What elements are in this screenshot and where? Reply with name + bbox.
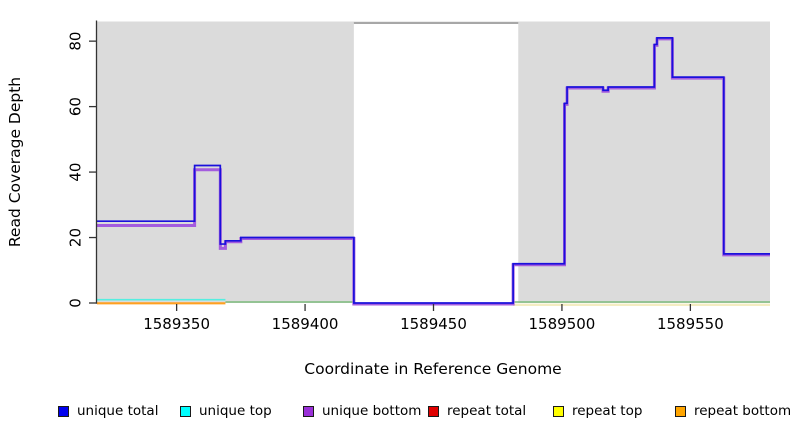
x-tick-label: 1589400	[272, 315, 339, 333]
legend-label: repeat top	[572, 403, 643, 419]
legend-entry-repeat-total: repeat total	[428, 402, 526, 420]
y-tick-label: 20	[67, 228, 85, 247]
legend-label: unique total	[77, 403, 159, 419]
legend: unique total unique top unique bottom re…	[0, 399, 792, 421]
legend-swatch-repeat-total	[428, 405, 439, 417]
legend-entry-unique-top: unique top	[180, 402, 272, 420]
legend-swatch-unique-bottom	[303, 405, 314, 417]
legend-swatch-unique-total	[58, 405, 69, 417]
chart-canvas: 0 20 40 60 80 1589350 1589400 1589450 1589500 158…	[6, 20, 770, 378]
x-tick-label: 1589550	[657, 315, 724, 333]
legend-label: repeat total	[447, 403, 527, 419]
legend-entry-repeat-bottom: repeat bottom	[675, 402, 791, 420]
legend-swatch-repeat-top	[553, 405, 564, 417]
x-axis-title: Coordinate in Reference Genome	[304, 360, 561, 378]
series-line-unique-bottom	[97, 37, 770, 306]
y-tick-label: 0	[67, 298, 85, 308]
series-lines	[97, 37, 770, 306]
legend-label: unique bottom	[322, 403, 422, 419]
y-tick-label: 40	[67, 163, 85, 182]
x-tick-label: 1589350	[143, 315, 210, 333]
y-tick-label: 60	[67, 97, 85, 116]
x-tick-label: 1589450	[400, 315, 467, 333]
legend-entry-repeat-top: repeat top	[553, 402, 642, 420]
plot-area	[97, 21, 770, 304]
legend-label: unique top	[199, 403, 272, 419]
axes: 0 20 40 60 80 1589350 1589400 1589450 1589500 158…	[67, 20, 724, 333]
y-axis-title: Read Coverage Depth	[6, 77, 24, 247]
x-tick-label: 1589500	[529, 315, 596, 333]
series-line-unique-total	[97, 37, 770, 304]
legend-swatch-repeat-bottom	[675, 405, 686, 417]
legend-entry-unique-bottom: unique bottom	[303, 402, 421, 420]
legend-label: repeat bottom	[694, 403, 792, 419]
legend-swatch-unique-top	[180, 405, 191, 417]
masked-region	[353, 22, 519, 304]
y-tick-label: 80	[67, 32, 85, 51]
legend-entry-unique-total: unique total	[58, 402, 158, 420]
